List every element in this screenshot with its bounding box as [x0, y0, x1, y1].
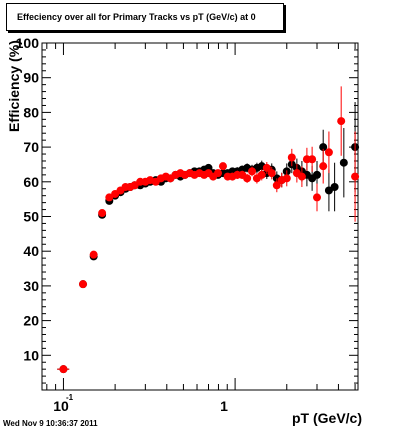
data-point — [324, 148, 333, 157]
x-axis-label: pT (GeV/c) — [292, 410, 362, 426]
y-tick-label: 30 — [23, 278, 39, 294]
data-point — [213, 169, 222, 178]
x-tick-label-exponent: -1 — [66, 393, 74, 402]
y-tick-label: 90 — [23, 70, 39, 86]
data-point — [351, 172, 360, 181]
series-1 — [57, 86, 360, 374]
y-tick-label: 60 — [23, 174, 39, 190]
data-point — [79, 280, 88, 289]
x-tick-label-one: 1 — [220, 398, 228, 414]
data-point — [319, 143, 328, 152]
chart-title: Effeciency over all for Primary Tracks v… — [17, 12, 256, 22]
data-point — [272, 181, 281, 190]
chart-title-box: Effeciency over all for Primary Tracks v… — [6, 3, 284, 31]
x-tick-label-base: 10 — [53, 398, 69, 414]
timestamp: Wed Nov 9 10:36:37 2011 — [3, 419, 98, 428]
y-tick-label: 10 — [23, 347, 39, 363]
data-point — [308, 155, 317, 164]
y-tick-label: 40 — [23, 243, 39, 259]
data-point — [59, 365, 68, 374]
data-point — [282, 174, 291, 183]
data-point — [248, 167, 257, 176]
y-tick-label: 50 — [23, 209, 39, 225]
series-0 — [57, 101, 360, 374]
plot-frame-rect — [41, 42, 359, 391]
y-tick-label: 70 — [23, 139, 39, 155]
data-point — [312, 170, 321, 179]
y-tick-label: 100 — [16, 35, 40, 51]
data-point — [330, 183, 339, 192]
data-point — [297, 172, 306, 181]
y-tick-label: 80 — [23, 104, 39, 120]
data-point — [287, 153, 296, 162]
data-point — [319, 162, 328, 171]
plot-frame — [41, 42, 359, 391]
data-point — [257, 170, 266, 179]
x-axis — [46, 43, 356, 390]
y-axis: 10 20 30 40 50 60 70 80 90 100 — [16, 35, 358, 391]
data-point — [89, 250, 98, 259]
data-point — [218, 162, 227, 171]
y-tick-label: 20 — [23, 313, 39, 329]
data-point — [243, 174, 252, 183]
data-point — [267, 169, 276, 178]
data-point — [339, 158, 348, 167]
data-point — [98, 209, 107, 218]
data-series — [57, 86, 360, 374]
data-point — [337, 117, 346, 126]
data-point — [262, 163, 271, 172]
data-point — [105, 193, 114, 202]
data-point — [312, 193, 321, 202]
y-axis-label: Efficiency (%) — [6, 40, 22, 132]
